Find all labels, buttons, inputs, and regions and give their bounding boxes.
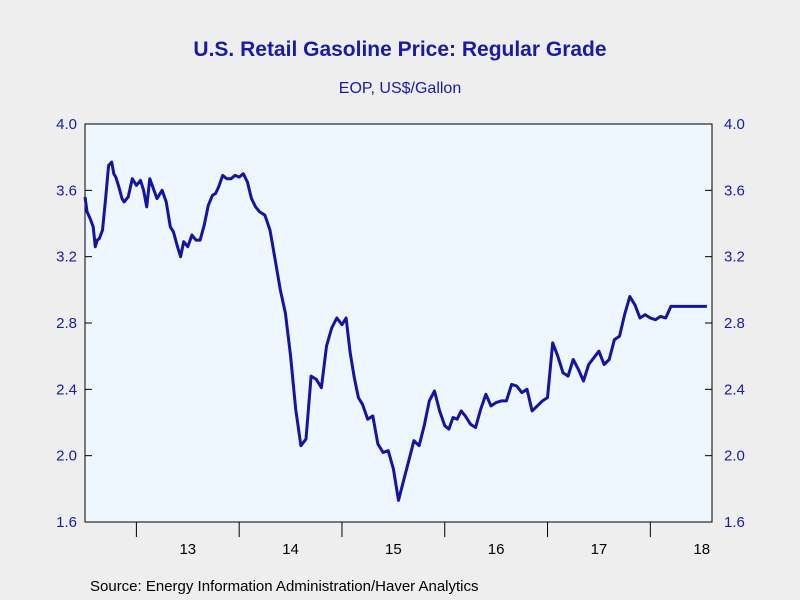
y-tick-label-right: 2.4 xyxy=(724,381,745,398)
y-tick-label-right: 1.6 xyxy=(724,514,745,531)
y-tick-label-left: 2.8 xyxy=(56,315,77,332)
y-tick-label-right: 3.2 xyxy=(724,249,745,266)
y-tick-label-left: 3.2 xyxy=(56,249,77,266)
y-tick-label-right: 3.6 xyxy=(724,182,745,199)
y-tick-label-left: 2.0 xyxy=(56,448,77,465)
x-tick-label: 18 xyxy=(693,541,710,558)
y-tick-label-right: 4.0 xyxy=(724,116,745,133)
x-axis: 13 14 15 16 17 18 xyxy=(135,522,710,558)
plot-area xyxy=(84,123,713,523)
source-note: Source: Energy Information Administratio… xyxy=(90,578,479,595)
x-tick-label: 15 xyxy=(385,541,402,558)
y-tick-label-left: 4.0 xyxy=(56,116,77,133)
chart-subtitle: EOP, US$/Gallon xyxy=(338,80,462,97)
x-tick-label: 16 xyxy=(488,541,505,558)
series-line-gasoline-price xyxy=(83,160,707,502)
y-tick-label-left: 3.6 xyxy=(56,182,77,199)
y-axes: 1.6 1.6 2.0 2.0 2.4 2.4 2.8 2.8 3.2 3.2 3.6 3.6 4.0 4… xyxy=(56,116,745,531)
x-tick-label: 14 xyxy=(282,541,299,558)
y-tick-label-left: 1.6 xyxy=(56,514,77,531)
x-tick-label: 17 xyxy=(591,541,608,558)
chart-title: U.S. Retail Gasoline Price: Regular Grad… xyxy=(193,38,607,61)
x-tick-label: 13 xyxy=(179,541,196,558)
y-tick-label-right: 2.0 xyxy=(724,448,745,465)
y-tick-label-right: 2.8 xyxy=(724,315,745,332)
y-tick-label-left: 2.4 xyxy=(56,381,77,398)
